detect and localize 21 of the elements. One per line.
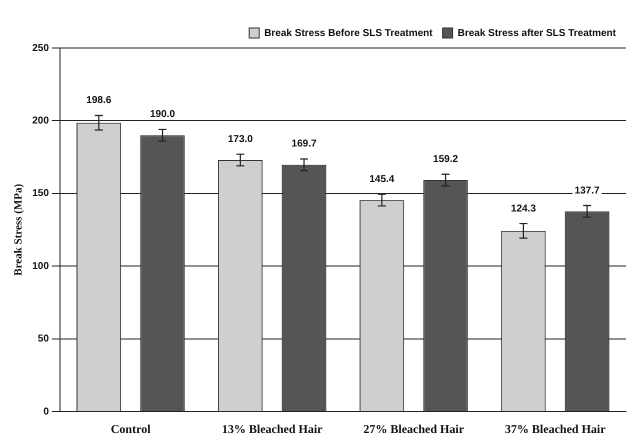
data-label: 137.7	[574, 185, 600, 196]
data-label: 124.3	[510, 203, 536, 214]
x-tick-label: 13% Bleached Hair	[222, 422, 324, 436]
data-label: 198.6	[86, 95, 112, 106]
x-tick-label: 37% Bleached Hair	[504, 422, 606, 436]
y-tick-label: 100	[32, 260, 50, 272]
x-tick-label: Control	[110, 422, 152, 436]
data-label: 169.7	[292, 138, 317, 150]
y-axis-title: Break Stress (MPa)	[12, 184, 24, 276]
data-label: 190.0	[150, 109, 176, 120]
y-tick-label: 150	[32, 188, 50, 200]
legend-label: Break Stress Before SLS Treatment	[264, 28, 434, 39]
y-tick-label: 0	[43, 406, 50, 418]
data-label: 145.4	[369, 174, 395, 186]
x-tick-label: 27% Bleached Hair	[363, 422, 465, 436]
legend-label: Break Stress after SLS Treatment	[458, 28, 617, 39]
data-label: 173.0	[228, 134, 254, 145]
y-tick-label: 250	[32, 42, 50, 54]
data-label: 159.2	[433, 154, 458, 165]
y-tick-label: 50	[38, 334, 50, 345]
y-tick-label: 200	[32, 115, 50, 126]
